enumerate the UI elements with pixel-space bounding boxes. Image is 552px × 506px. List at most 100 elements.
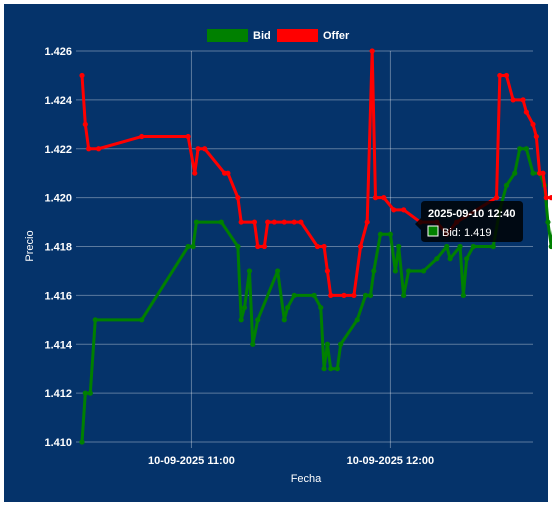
data-point-bid[interactable] [444,243,450,250]
data-point-bid[interactable] [523,146,529,152]
data-point-bid[interactable] [218,219,224,225]
data-point-bid[interactable] [241,304,248,311]
data-point-bid[interactable] [275,268,281,274]
data-point-bid[interactable] [490,243,496,250]
data-point-offer[interactable] [86,146,92,152]
data-point-bid[interactable] [235,243,241,250]
data-point-bid[interactable] [238,317,244,323]
data-point-offer[interactable] [520,97,526,103]
data-point-bid[interactable] [311,292,317,298]
data-point-bid[interactable] [354,317,360,323]
data-point-bid[interactable] [92,317,98,323]
data-point-bid[interactable] [190,243,196,250]
data-point-bid[interactable] [338,341,344,347]
data-point-offer[interactable] [372,195,379,201]
data-point-offer[interactable] [364,219,370,225]
data-point-bid[interactable] [406,268,412,274]
data-point-offer[interactable] [381,195,387,201]
data-point-offer[interactable] [238,219,244,225]
data-point-bid[interactable] [362,292,369,298]
data-point-offer[interactable] [357,243,364,250]
data-point-offer[interactable] [321,243,327,250]
data-point-bid[interactable] [460,292,466,298]
data-point-offer[interactable] [139,133,145,140]
data-point-bid[interactable] [82,390,88,396]
data-point-bid[interactable] [139,317,145,323]
data-point-offer[interactable] [548,195,552,201]
x-axis-ticks: 10-09-2025 11:00 10-09-2025 12:00 [148,455,434,467]
data-point-offer[interactable] [523,109,529,115]
data-point-offer[interactable] [540,170,546,176]
data-point-offer[interactable] [261,243,267,250]
data-point-offer[interactable] [503,72,510,79]
data-point-bid[interactable] [285,304,291,311]
data-point-offer[interactable] [235,195,241,201]
data-point-offer[interactable] [533,133,539,140]
data-point-bid[interactable] [250,341,256,347]
data-point-bid[interactable] [371,268,377,274]
data-point-offer[interactable] [391,207,397,213]
data-point-offer[interactable] [251,219,258,225]
data-point-offer[interactable] [369,48,375,54]
data-point-offer[interactable] [95,146,102,152]
data-point-offer[interactable] [255,243,261,250]
data-point-bid[interactable] [420,268,427,274]
data-point-offer[interactable] [291,219,297,225]
data-point-bid[interactable] [291,292,297,298]
data-point-bid[interactable] [324,341,330,347]
data-point-bid[interactable] [79,439,85,445]
data-point-bid[interactable] [470,243,476,250]
data-point-bid[interactable] [255,317,261,323]
data-point-offer[interactable] [225,170,231,176]
data-point-offer[interactable] [543,195,549,201]
data-point-bid[interactable] [401,292,407,298]
data-point-offer[interactable] [324,268,330,274]
data-point-bid[interactable] [545,219,551,225]
data-point-bid[interactable] [367,292,374,298]
data-point-offer[interactable] [493,195,500,201]
data-point-offer[interactable] [497,72,503,79]
data-point-bid[interactable] [328,366,334,372]
data-point-bid[interactable] [447,256,453,262]
data-point-bid[interactable] [392,268,398,274]
data-point-offer[interactable] [314,243,321,250]
data-point-offer[interactable] [82,121,88,127]
data-point-offer[interactable] [185,133,191,140]
data-point-offer[interactable] [328,292,334,298]
data-point-bid[interactable] [193,219,200,225]
data-point-bid[interactable] [377,231,384,237]
data-point-bid[interactable] [396,243,402,250]
legend[interactable]: Bid Offer [207,29,350,42]
data-point-offer[interactable] [281,219,287,225]
data-point-bid[interactable] [457,243,463,250]
data-point-offer[interactable] [530,121,536,127]
data-point-bid[interactable] [512,170,518,176]
data-point-bid[interactable] [318,304,324,311]
data-point-offer[interactable] [341,292,347,298]
data-point-bid[interactable] [334,366,340,372]
data-point-offer[interactable] [271,219,277,225]
data-point-bid[interactable] [185,243,191,250]
data-point-offer[interactable] [401,207,407,213]
data-point-bid[interactable] [281,317,287,323]
data-point-bid[interactable] [530,170,536,176]
data-point-offer[interactable] [79,72,85,79]
data-point-offer[interactable] [265,219,271,225]
data-point-bid[interactable] [503,182,510,189]
data-point-offer[interactable] [298,219,304,225]
data-point-bid[interactable] [387,231,394,237]
data-point-offer[interactable] [192,170,198,176]
data-point-bid[interactable] [434,256,440,262]
data-point-offer[interactable] [510,97,516,103]
data-point-bid[interactable] [517,146,523,152]
data-point-bid[interactable] [87,390,93,396]
data-point-bid[interactable] [464,256,470,262]
data-point-bid[interactable] [246,268,253,274]
data-point-offer[interactable] [202,146,208,152]
series-line-offer[interactable] [80,49,552,297]
data-point-bid[interactable] [321,366,327,372]
data-point-offer[interactable] [195,146,201,152]
data-point-offer[interactable] [351,292,357,298]
data-point-bid[interactable] [548,243,552,250]
data-series[interactable] [79,48,552,445]
